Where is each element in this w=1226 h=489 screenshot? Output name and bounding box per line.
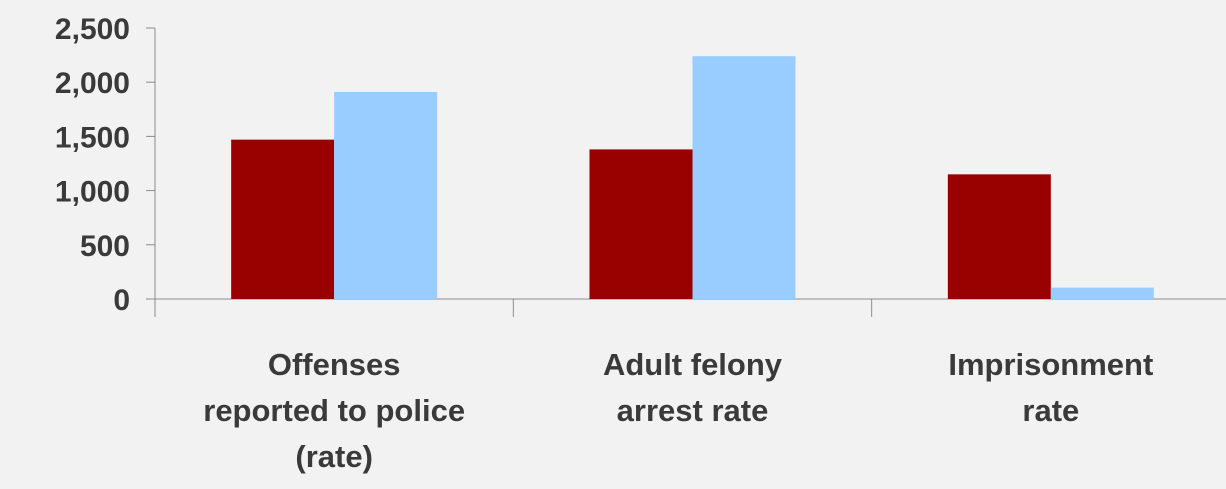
x-category-label: Offenses reported to police (rate) — [203, 347, 465, 474]
x-axis-category-labels: Offenses reported to police (rate) Adult fe… — [203, 347, 1153, 474]
y-tick-label: 1,000 — [55, 176, 130, 209]
chart-bars — [231, 56, 1154, 300]
y-tick-label: 500 — [80, 230, 130, 263]
x-category-label: Imprisonment rate — [948, 347, 1153, 428]
y-tick-label: 0 — [113, 284, 130, 317]
y-tick-label: 2,000 — [55, 67, 130, 100]
bar-series1-1 — [231, 139, 335, 299]
bar-series2-1 — [334, 91, 438, 300]
bar-series1-2 — [589, 149, 693, 299]
y-axis-tick-labels: 0 500 1,000 1,500 2,000 2,500 — [55, 13, 130, 317]
bar-series2-2 — [692, 56, 796, 300]
bar-series2-3 — [1050, 287, 1154, 299]
y-tick-label: 2,500 — [55, 13, 130, 46]
y-tick-label: 1,500 — [55, 121, 130, 154]
x-category-label: Adult felony arrest rate — [603, 347, 783, 428]
bar-series1-3 — [947, 174, 1051, 299]
